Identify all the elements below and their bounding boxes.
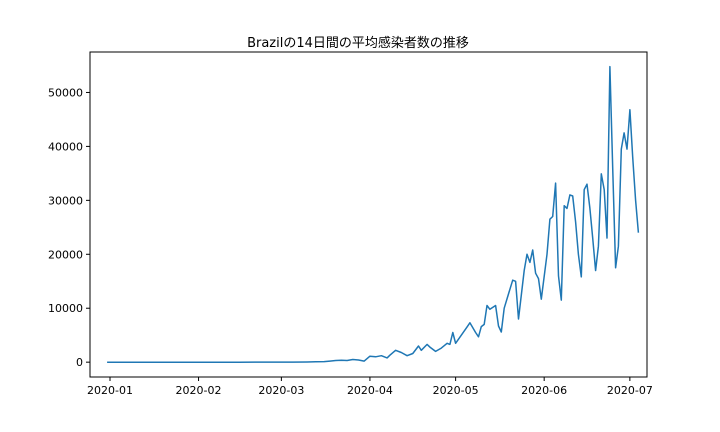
y-axis: 0 10000 20000 30000 40000 50000 [48, 86, 90, 369]
x-tick-label: 2020-05 [433, 384, 479, 397]
y-tick-label: 10000 [48, 302, 83, 315]
x-tick-label: 2020-04 [347, 384, 393, 397]
x-tick-label: 2020-03 [258, 384, 304, 397]
chart-title: Brazilの14日間の平均感染者数の推移 [247, 35, 469, 51]
series-layer [107, 67, 638, 363]
x-tick-label: 2020-06 [521, 384, 567, 397]
x-tick-label: 2020-02 [176, 384, 222, 397]
y-tick-label: 40000 [48, 140, 83, 153]
y-tick-label: 20000 [48, 248, 83, 261]
x-axis: 2020-01 2020-02 2020-03 2020-04 2020-05 2020-… [87, 377, 653, 397]
y-tick-label: 50000 [48, 86, 83, 99]
series-line-0 [107, 67, 638, 363]
x-tick-label: 2020-01 [87, 384, 133, 397]
x-tick-label: 2020-07 [607, 384, 653, 397]
y-tick-label: 0 [76, 356, 83, 369]
y-tick-label: 30000 [48, 194, 83, 207]
